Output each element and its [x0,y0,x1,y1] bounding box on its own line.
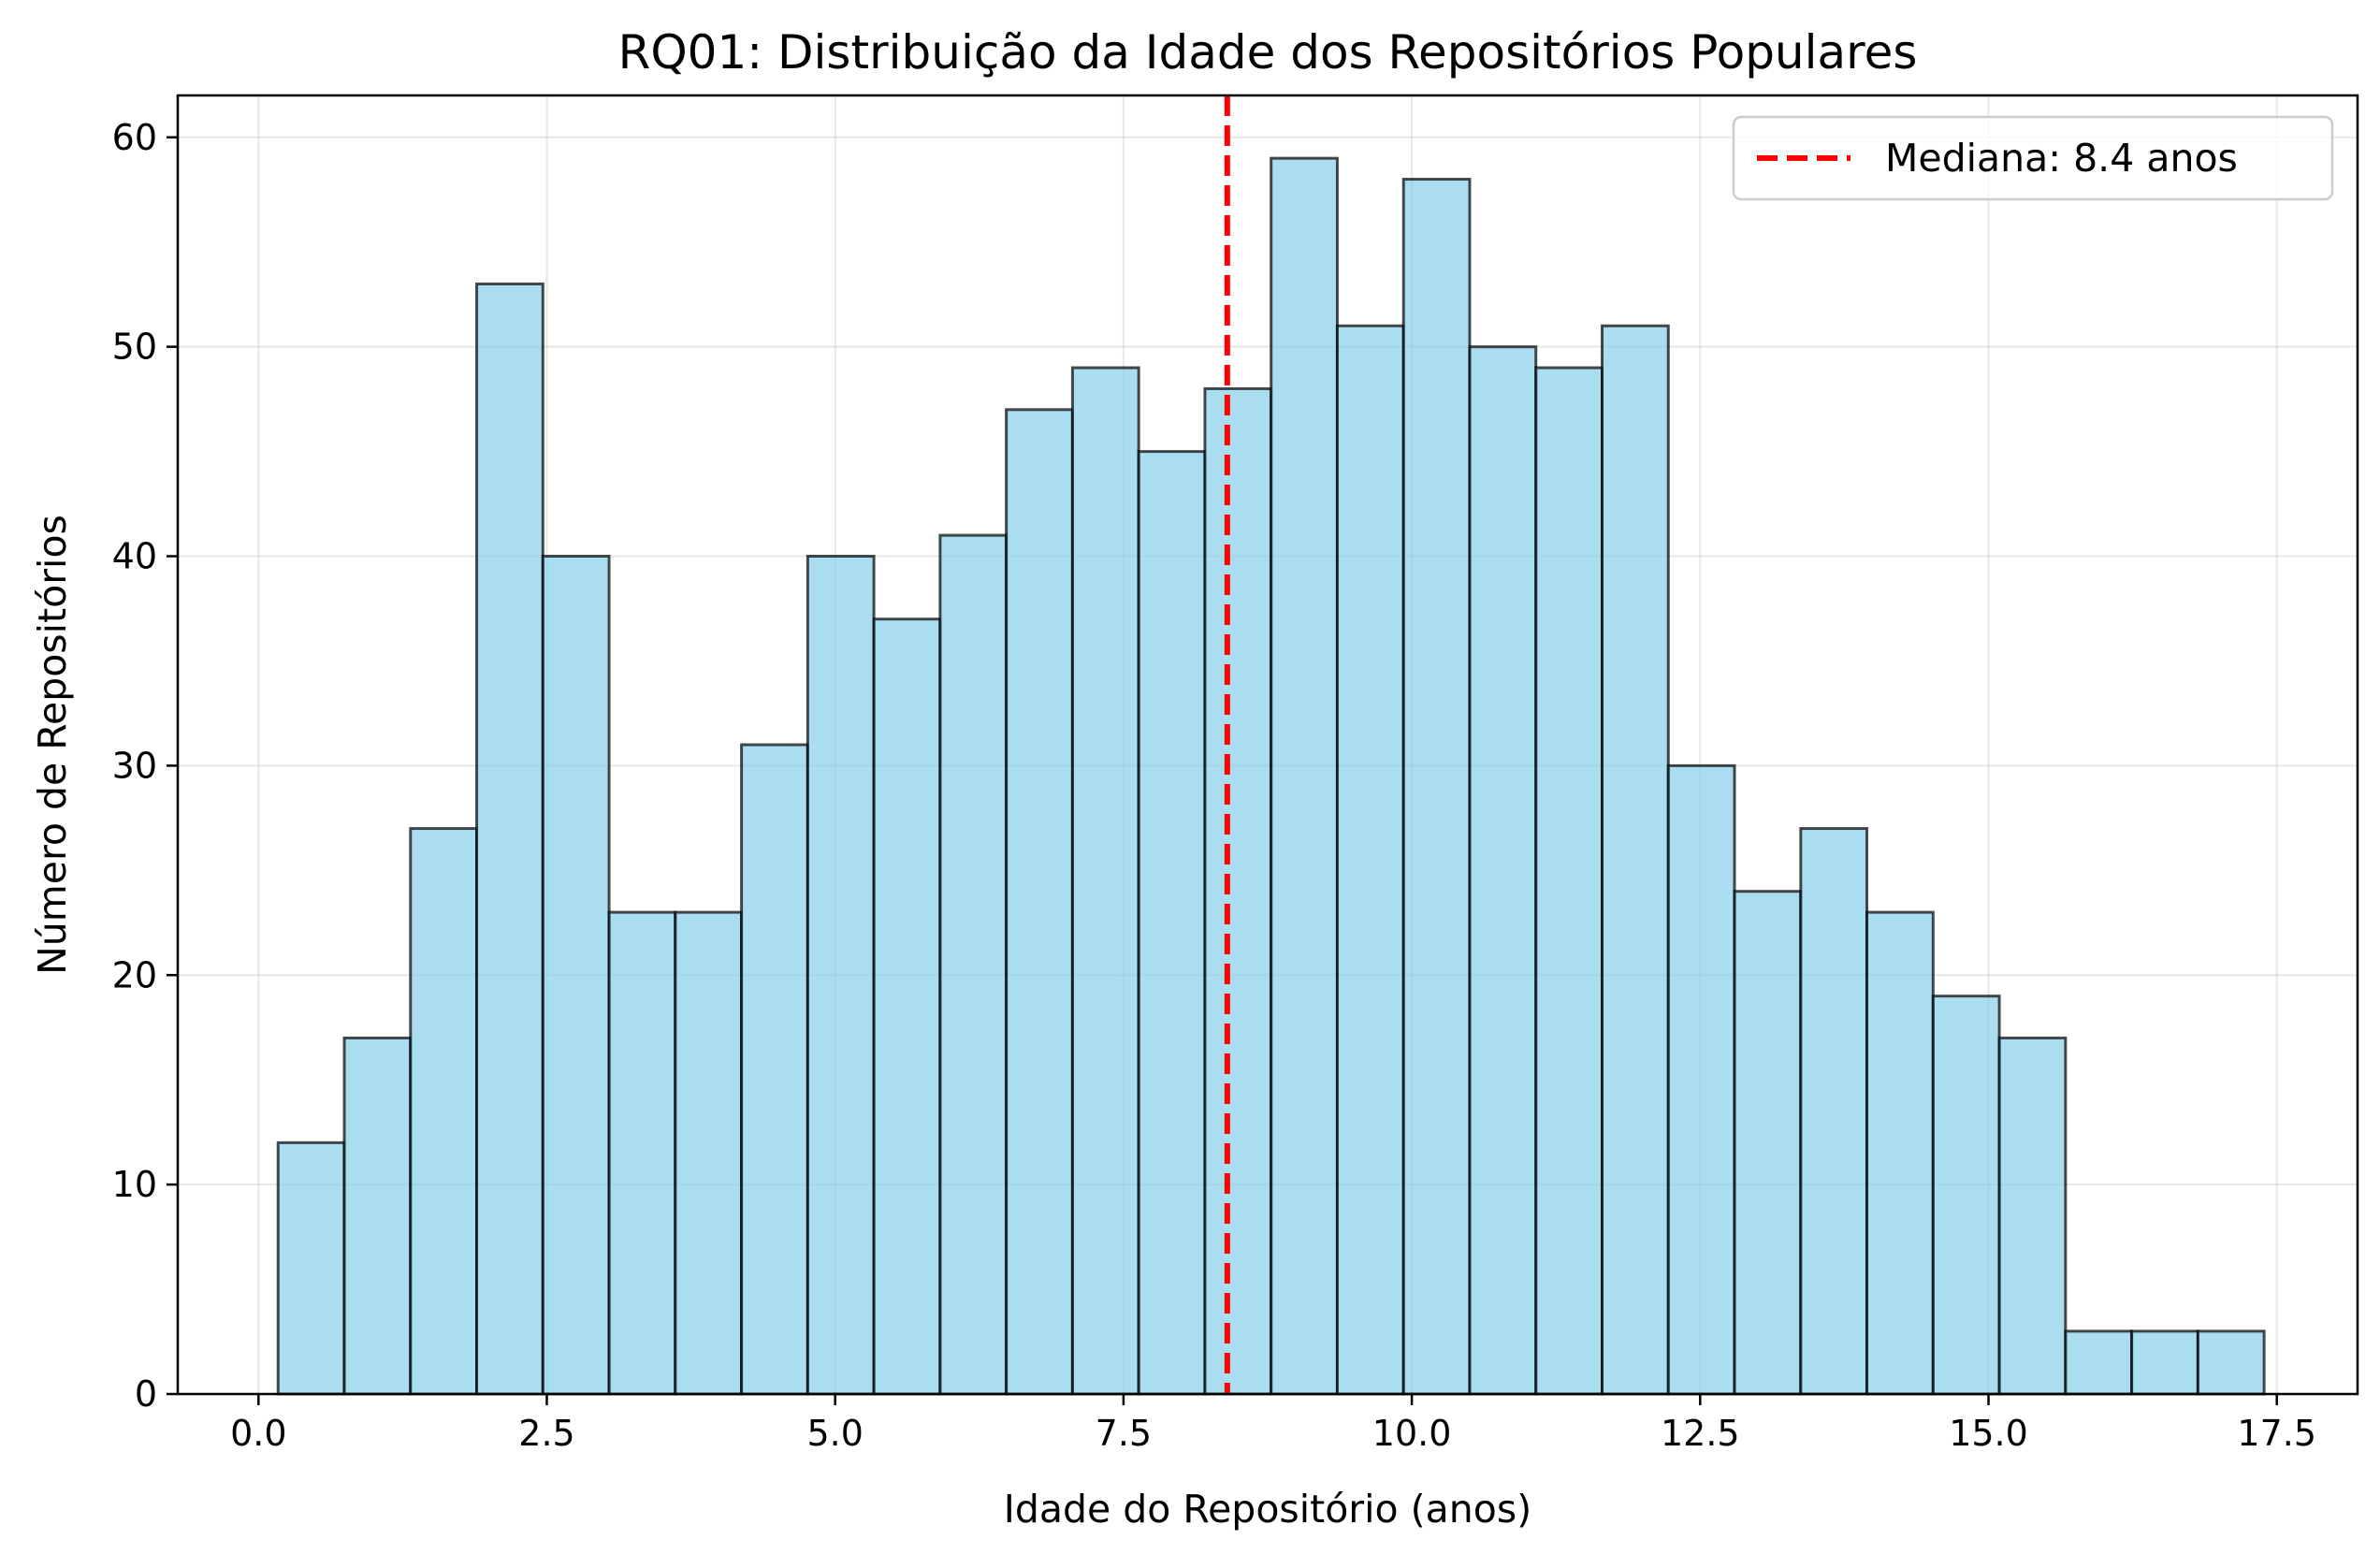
histogram-bar [1534,366,1604,1396]
x-axis-ticks: 0.0 2.5 5.0 7.5 10.0 12.5 15.0 17.5 [230,1394,2316,1454]
histogram-bar [1203,386,1273,1396]
y-axis-label: Número de Repositórios [30,515,75,975]
legend: Mediana: 8.4 anos [1732,115,2334,201]
x-tick-label: 10.0 [1372,1413,1452,1454]
y-tick-label: 10 [112,1164,157,1205]
histogram-bar [1865,910,1935,1396]
histogram-bar [938,533,1009,1396]
legend-label-median: Mediana: 8.4 anos [1885,136,2238,181]
y-tick-label: 60 [112,117,157,158]
histogram-bar [1666,763,1736,1396]
histogram-bar [1601,324,1670,1396]
bars [276,156,2266,1396]
histogram-bar [740,743,809,1396]
histogram-bar [1070,366,1140,1396]
histogram-bar [541,555,611,1396]
histogram-bar [674,910,744,1396]
x-tick-label: 7.5 [1096,1413,1152,1454]
y-tick-label: 30 [112,745,157,786]
x-tick-label: 5.0 [806,1413,863,1454]
x-tick-label: 0.0 [230,1413,286,1454]
histogram-bar [1335,324,1405,1396]
x-axis-label: Idade do Repositório (anos) [1004,1487,1531,1532]
histogram-bar [342,1036,413,1396]
histogram-bar [1401,178,1472,1396]
y-tick-label: 20 [112,954,157,995]
histogram-bar [1733,890,1803,1396]
histogram-bar [607,910,677,1396]
histogram-bar [805,555,876,1396]
y-tick-label: 0 [135,1373,157,1415]
histogram-bar [1005,408,1074,1396]
x-tick-label: 17.5 [2237,1413,2316,1454]
histogram-bar [2130,1329,2199,1396]
histogram-bar [1997,1036,2068,1396]
histogram-bar [2064,1329,2134,1396]
histogram-bar [276,1140,346,1396]
histogram-bar [1270,156,1339,1396]
x-tick-label: 12.5 [1661,1413,1740,1454]
histogram-bar [475,282,544,1396]
y-tick-label: 50 [112,327,157,368]
plot-frame [176,94,2359,1396]
histogram-bar [872,617,942,1396]
histogram-bar [1799,827,1869,1396]
y-axis-ticks: 0 10 20 30 40 50 60 [112,117,178,1415]
x-tick-label: 2.5 [518,1413,574,1454]
histogram-bar [1137,450,1207,1396]
x-tick-label: 15.0 [1949,1413,2028,1454]
y-tick-label: 40 [112,536,157,577]
histogram-bar [1468,345,1538,1396]
histogram-bar [409,827,479,1396]
histogram-bar [2196,1329,2266,1396]
histogram-bar [1931,995,2001,1396]
legend-box [1732,115,2334,201]
chart-title: RQ01: Distribuição da Idade dos Repositó… [618,25,1918,80]
